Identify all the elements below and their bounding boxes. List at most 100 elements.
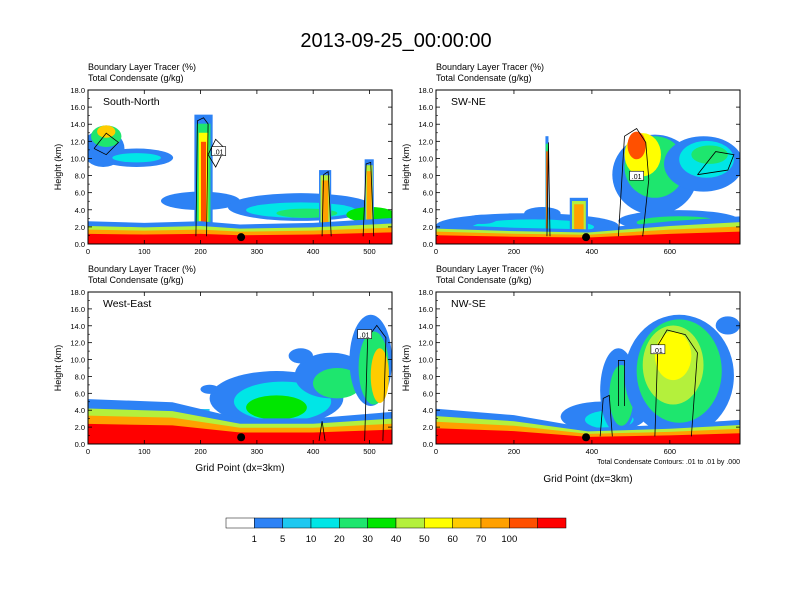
y-tick-label: 8.0 xyxy=(75,172,85,181)
x-tick-label: 400 xyxy=(307,447,320,456)
subtitle-tracer: Boundary Layer Tracer (%) xyxy=(436,264,544,274)
y-tick-label: 2.0 xyxy=(75,223,85,232)
x-tick-label: 200 xyxy=(194,247,207,256)
colorbar-swatch xyxy=(225,517,255,529)
colorbar-swatch xyxy=(480,517,510,529)
colorbar-label: 50 xyxy=(419,534,430,545)
colorbar-label: 1 xyxy=(252,534,257,545)
y-tick-label: 12.0 xyxy=(418,339,433,348)
y-tick-label: 4.0 xyxy=(423,406,433,415)
y-axis-label: Height (km) xyxy=(53,144,63,191)
y-tick-label: 18.0 xyxy=(70,288,85,297)
colorbar-swatch xyxy=(509,517,538,529)
panel-label: NW-SE xyxy=(451,298,486,310)
y-tick-label: 16.0 xyxy=(418,305,433,314)
condensate-contour xyxy=(546,142,551,237)
contour-label: .01 xyxy=(632,174,642,181)
condensate-contour xyxy=(654,329,698,437)
y-tick-label: 18.0 xyxy=(418,86,433,95)
colorbar-swatch xyxy=(310,517,340,529)
condensate-contour xyxy=(93,132,120,156)
y-tick-label: 18.0 xyxy=(70,86,85,95)
y-tick-label: 2.0 xyxy=(75,423,85,432)
contour-label: .01 xyxy=(360,333,370,340)
y-tick-label: 2.0 xyxy=(423,223,433,232)
colorbar-label: 100 xyxy=(501,534,517,545)
y-axis-label: Height (km) xyxy=(401,345,411,392)
bl-band xyxy=(436,428,740,444)
y-tick-label: 10.0 xyxy=(418,356,433,365)
colorbar-label: 10 xyxy=(306,534,317,545)
subtitle-tracer: Boundary Layer Tracer (%) xyxy=(88,264,196,274)
y-tick-label: 4.0 xyxy=(423,206,433,215)
colorbar-swatch xyxy=(537,517,567,529)
y-tick-label: 10.0 xyxy=(418,154,433,163)
y-tick-label: 4.0 xyxy=(75,206,85,215)
x-tick-label: 500 xyxy=(363,447,376,456)
panel-label: West-East xyxy=(103,298,151,310)
panel-sw-ne: .01 0.0 2.0 4.0 6.0 8.0 10.0 12.0 14.0 16.0 18.0 0 2… xyxy=(401,62,741,256)
colorbar-label: 60 xyxy=(447,534,458,545)
y-tick-label: 6.0 xyxy=(423,189,433,198)
x-tick-label: 400 xyxy=(586,447,599,456)
y-tick-label: 2.0 xyxy=(423,423,433,432)
colorbar-swatch xyxy=(424,517,453,529)
condensate-contour xyxy=(697,151,735,176)
y-tick-label: 18.0 xyxy=(418,288,433,297)
field-nw-se: .01 xyxy=(436,314,740,444)
y-tick-label: 10.0 xyxy=(70,154,85,163)
y-tick-label: 14.0 xyxy=(418,120,433,129)
y-tick-label: 8.0 xyxy=(423,372,433,381)
x-tick-label: 100 xyxy=(138,247,151,256)
x-tick-label: 100 xyxy=(138,447,151,456)
subtitle-condensate: Total Condensate (g/kg) xyxy=(88,275,184,285)
colorbar-swatch xyxy=(282,517,312,529)
subtitle-condensate: Total Condensate (g/kg) xyxy=(88,73,184,83)
panel-label: South-North xyxy=(103,96,160,108)
contour-label: .01 xyxy=(653,348,663,355)
colorbar-label: 40 xyxy=(391,534,402,545)
y-tick-label: 8.0 xyxy=(423,172,433,181)
colorbar-label: 70 xyxy=(476,534,487,545)
y-tick-label: 14.0 xyxy=(70,120,85,129)
x-tick-label: 300 xyxy=(251,447,264,456)
y-tick-label: 12.0 xyxy=(70,137,85,146)
panel-label: SW-NE xyxy=(451,96,486,108)
colorbar-swatch xyxy=(452,517,482,529)
condensate-contour xyxy=(618,360,625,406)
x-tick-label: 0 xyxy=(434,447,438,456)
y-tick-label: 0.0 xyxy=(423,240,433,249)
y-tick-label: 16.0 xyxy=(70,103,85,112)
site-marker xyxy=(582,433,591,442)
y-tick-label: 0.0 xyxy=(75,440,85,449)
x-axis-label: Grid Point (dx=3km) xyxy=(543,474,632,485)
x-tick-label: 200 xyxy=(508,447,521,456)
contour-footnote: Total Condensate Contours: .01 to .01 by… xyxy=(597,459,740,466)
y-tick-label: 8.0 xyxy=(75,372,85,381)
y-tick-label: 12.0 xyxy=(418,137,433,146)
site-marker xyxy=(237,233,246,242)
colorbar-label: 30 xyxy=(362,534,373,545)
condensate-contour xyxy=(364,324,387,441)
condensate-contour xyxy=(195,117,209,237)
main-title: 2013-09-25_00:00:00 xyxy=(300,30,492,52)
colorbar-swatch xyxy=(339,517,368,529)
x-tick-label: 0 xyxy=(86,247,90,256)
y-tick-label: 0.0 xyxy=(75,240,85,249)
x-tick-label: 600 xyxy=(664,447,677,456)
y-tick-label: 10.0 xyxy=(70,356,85,365)
y-tick-label: 6.0 xyxy=(75,389,85,398)
condensate-contour xyxy=(599,394,613,437)
subtitle-tracer: Boundary Layer Tracer (%) xyxy=(88,62,196,72)
y-tick-label: 4.0 xyxy=(75,406,85,415)
colorbar-label: 20 xyxy=(334,534,345,545)
condensate-contour xyxy=(362,161,375,237)
y-tick-label: 12.0 xyxy=(70,339,85,348)
panel-south-north: .01 0.0 2.0 4.0 6.0 8.0 10.0 12.0 14.0 16.0 18.0 0 1… xyxy=(53,62,393,256)
field-south-north: .01 xyxy=(88,114,392,244)
y-axis-label: Height (km) xyxy=(53,345,63,392)
colorbar-swatch xyxy=(367,517,397,529)
y-tick-label: 14.0 xyxy=(70,322,85,331)
x-axis-label: Grid Point (dx=3km) xyxy=(195,463,284,474)
